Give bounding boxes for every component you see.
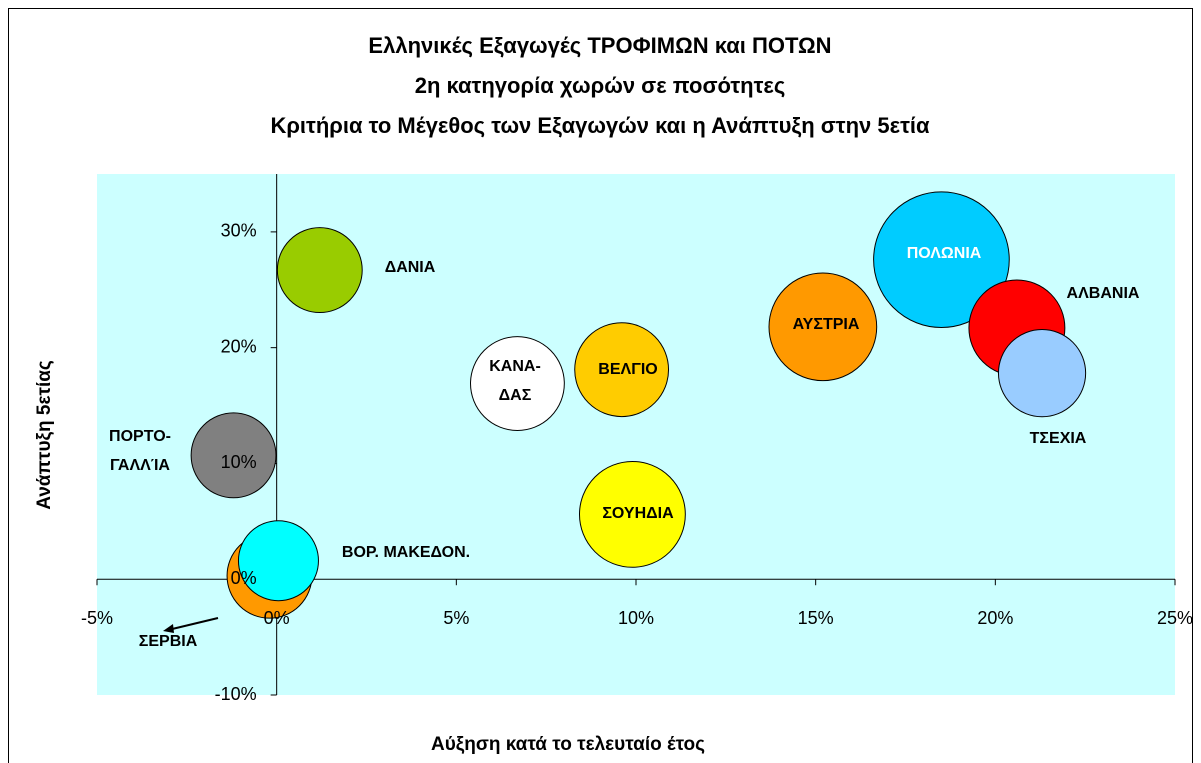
bubble-label: ΑΥΣΤΡΙΑ (793, 316, 860, 333)
chart-title: Κριτήρια το Μέγεθος των Εξαγωγών και η Α… (270, 113, 930, 138)
bubble (578, 460, 686, 568)
bubble-label: ΒΟΡ. ΜΑΚΕΔΟΝ. (342, 544, 470, 561)
bubble-label: ΠΟΛΩΝΙΑ (907, 245, 982, 262)
label-arrowhead (163, 624, 174, 633)
x-tick-label: 5% (443, 608, 469, 628)
x-tick-label: 25% (1157, 608, 1193, 628)
x-tick-label: 10% (618, 608, 654, 628)
bubble-label: ΒΕΛΓΙΟ (598, 361, 657, 378)
y-tick-label: 0% (231, 568, 257, 588)
y-tick-label: 20% (221, 336, 257, 356)
bubble (768, 272, 878, 382)
labels: ΔΑΝΙΑ ΠΟΡΤΟ- ΓΑΛΛΊΑ ΚΑΝΑ- ΔΑΣ ΒΕΛΓΙΟ ΣΟΥΗΔΙΑ ΑΥ… (81, 221, 1193, 704)
x-tick-label: 20% (977, 608, 1013, 628)
y-axis-label: Ανάπτυξη 5ετίας (34, 360, 55, 510)
x-tick-label: 0% (264, 608, 290, 628)
chart-title: Ελληνικές Εξαγωγές ΤΡΟΦΙΜΩΝ και ΠΟΤΩΝ (368, 33, 831, 58)
bubble-label: ΠΟΡΤΟ- (109, 428, 171, 445)
bubble-label: ΚΑΝΑ- (489, 358, 541, 375)
x-tick-label: 15% (798, 608, 834, 628)
label-arrow (167, 617, 219, 631)
bubble-label: ΑΛΒΑΝΙΑ (1067, 285, 1140, 302)
y-tick-label: -10% (215, 684, 257, 704)
bubble (276, 227, 363, 314)
bubble (237, 520, 319, 602)
bubble-label: ΣΕΡΒΙΑ (139, 633, 198, 650)
bubbles (190, 191, 1087, 619)
x-axis-label: Αύξηση κατά το τελευταίο έτος (431, 734, 705, 755)
bubble-label: ΤΣΕΧΙΑ (1030, 430, 1087, 447)
x-tick-label: -5% (81, 608, 113, 628)
bubble-label: ΔΑΝΙΑ (385, 259, 436, 276)
bubble (470, 336, 565, 431)
bubble-label: ΣΟΥΗΔΙΑ (602, 505, 674, 522)
chart-title: 2η κατηγορία χωρών σε ποσότητες (415, 73, 786, 98)
y-tick-label: 10% (221, 452, 257, 472)
bubble (997, 329, 1087, 418)
bubble (574, 322, 670, 418)
bubble (190, 412, 277, 499)
bubble (873, 191, 1010, 328)
bubble-label: ΔΑΣ (499, 387, 532, 404)
bubble-label: ΓΑΛΛΊΑ (110, 457, 170, 474)
y-tick-label: 30% (221, 221, 257, 241)
